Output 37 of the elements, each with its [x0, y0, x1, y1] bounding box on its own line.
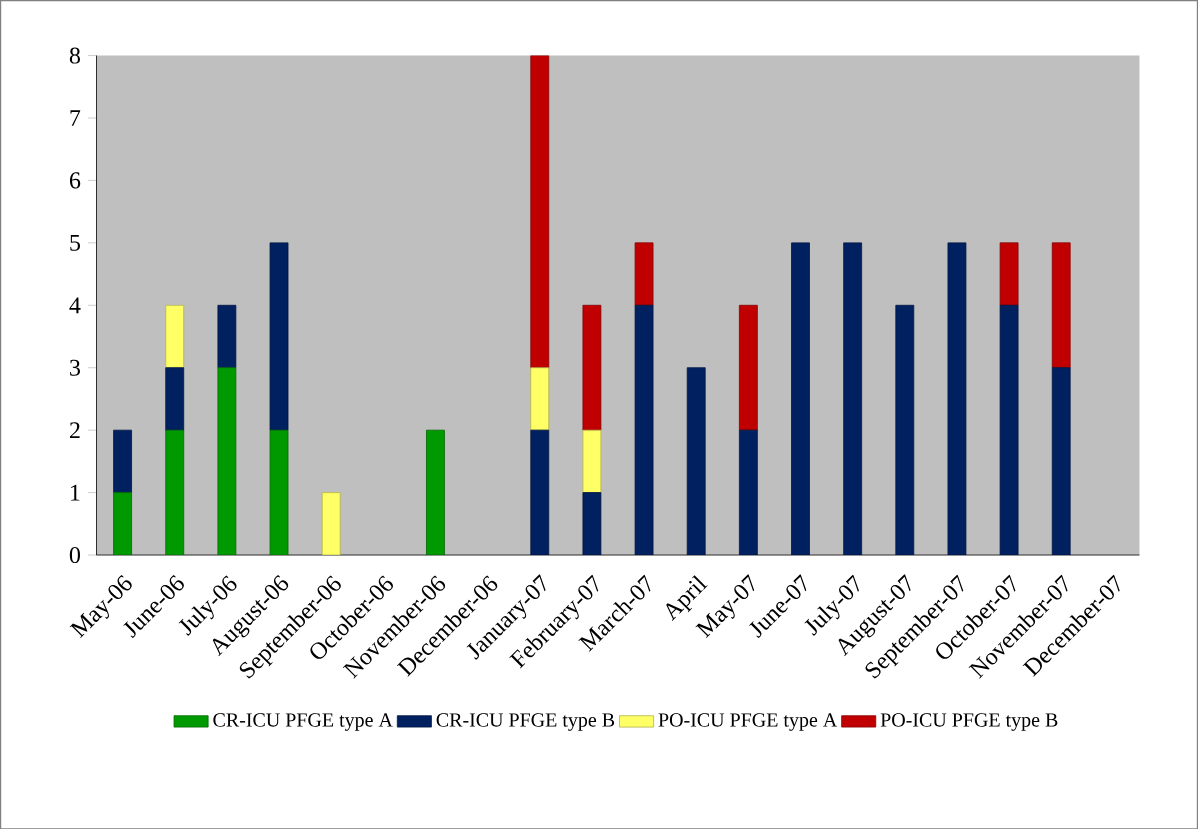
- y-tick-label: 8: [69, 47, 80, 64]
- bar: [217, 367, 237, 555]
- bar: [738, 429, 758, 555]
- y-tick-label: 0: [69, 546, 80, 563]
- y-tick-label: 1: [71, 484, 80, 501]
- bar: [1051, 242, 1071, 368]
- bar: [738, 304, 758, 431]
- legend-label: CR-ICU PFGE type B: [436, 713, 615, 731]
- bar: [530, 55, 550, 368]
- y-tick-label: 5: [70, 234, 80, 251]
- bar: [686, 367, 706, 555]
- bar: [791, 242, 810, 555]
- y-tick-label: 6: [69, 172, 81, 189]
- y-tick-label: 3: [70, 359, 80, 376]
- bar: [582, 304, 602, 431]
- bar: [634, 242, 654, 306]
- legend-label: PO-ICU PFGE type B: [880, 713, 1058, 731]
- y-tick-label: 2: [70, 422, 80, 438]
- bar: [530, 429, 550, 555]
- y-tick-label: 4: [69, 297, 81, 314]
- bar: [165, 367, 185, 431]
- bar: [426, 429, 445, 555]
- bar: [895, 304, 915, 555]
- bar: [269, 429, 289, 555]
- legend-label: CR-ICU PFGE type A: [213, 713, 393, 731]
- bar: [321, 492, 341, 555]
- bar: [1051, 367, 1071, 555]
- bar: [165, 429, 185, 555]
- y-tick-label: 7: [70, 109, 81, 126]
- bar: [530, 367, 550, 431]
- bar: [843, 242, 863, 555]
- legend-label: PO-ICU PFGE type A: [658, 713, 838, 731]
- bar: [582, 429, 602, 493]
- bar: [113, 429, 132, 493]
- bar: [999, 242, 1019, 306]
- bar: [165, 304, 185, 368]
- bar: [113, 492, 132, 555]
